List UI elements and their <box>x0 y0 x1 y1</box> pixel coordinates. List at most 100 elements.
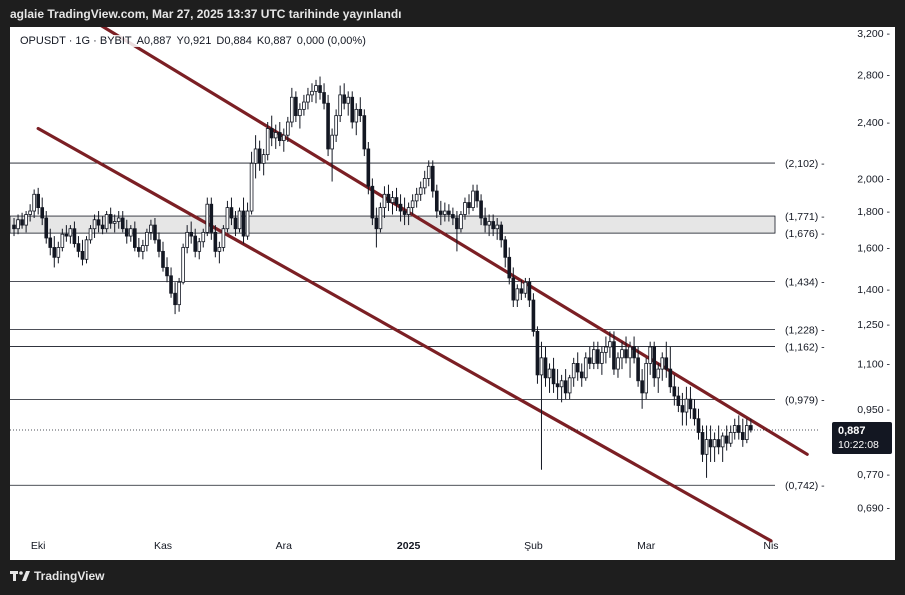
candle <box>587 346 592 370</box>
candle <box>700 425 705 462</box>
candle-body <box>660 357 665 370</box>
candle <box>531 293 536 337</box>
candle <box>688 386 693 419</box>
legend-close: K0,887 <box>256 35 292 47</box>
candle-body <box>571 363 576 379</box>
candle <box>563 369 568 400</box>
candle <box>128 225 133 242</box>
candle <box>402 197 407 226</box>
chart-area[interactable]: (1,771) - (1,676) - (2,102) - (1,434) - (1,… <box>10 27 895 560</box>
candle <box>153 217 157 244</box>
candle-body <box>374 217 379 230</box>
candle-body <box>100 224 105 230</box>
candle <box>374 207 379 248</box>
candle <box>330 128 334 182</box>
price-chart[interactable]: (1,771) - (1,676) - (2,102) - (1,434) - (1,… <box>10 27 895 560</box>
candle-body <box>443 210 447 215</box>
candle <box>120 211 125 233</box>
candle <box>571 357 576 387</box>
candle-body <box>346 96 351 104</box>
candle <box>732 418 737 440</box>
candle-body <box>700 432 705 455</box>
candle <box>257 140 262 171</box>
candle-body <box>632 346 636 359</box>
candle-body <box>108 214 113 224</box>
price-tag-countdown: 10:22:08 <box>838 439 879 451</box>
candle-body <box>583 357 588 379</box>
candle <box>116 211 121 229</box>
candle <box>124 219 129 244</box>
candle-body <box>233 217 238 230</box>
candle <box>664 341 669 378</box>
candle-body <box>133 228 137 248</box>
candle <box>579 363 584 387</box>
candle-body <box>451 214 455 219</box>
candle <box>314 79 318 104</box>
candle-body <box>559 380 564 388</box>
candle <box>704 425 709 478</box>
candle-body <box>281 134 286 142</box>
candle <box>88 225 93 244</box>
candle <box>745 418 749 444</box>
candle <box>527 277 532 308</box>
candle-body <box>72 228 77 245</box>
candle <box>434 184 439 218</box>
candle <box>84 236 89 264</box>
candle-body <box>600 351 604 364</box>
candle <box>555 369 560 400</box>
candle <box>229 197 234 226</box>
candle <box>306 87 310 110</box>
candle <box>237 207 242 233</box>
candle <box>157 232 161 258</box>
price-tag: 0,887 10:22:08 <box>832 422 892 455</box>
candle <box>459 211 463 233</box>
candle-body <box>354 108 359 123</box>
candle <box>467 194 471 215</box>
candle-body <box>434 190 439 212</box>
candle-body <box>60 233 65 248</box>
candle-body <box>463 202 467 215</box>
candle-body <box>688 398 693 410</box>
candle-body <box>52 247 57 258</box>
candle-body <box>720 435 725 448</box>
candle <box>720 432 725 462</box>
candle-body <box>422 178 427 189</box>
candle <box>696 408 701 440</box>
candle <box>624 336 628 364</box>
candle-body <box>503 239 508 258</box>
candle <box>197 237 202 260</box>
candle-body <box>551 368 556 385</box>
candle-body <box>112 221 117 224</box>
candle <box>418 181 423 201</box>
candle <box>483 207 487 233</box>
channel-lower-line <box>36 126 773 543</box>
candle <box>269 115 274 147</box>
candle <box>451 207 455 226</box>
candle <box>724 425 729 451</box>
candle <box>265 122 270 161</box>
candle <box>362 109 367 157</box>
candle-body <box>221 228 226 248</box>
candle <box>620 341 624 370</box>
candle <box>233 211 238 237</box>
candle-body <box>724 435 729 444</box>
x-tick-label: Ara <box>276 540 293 552</box>
candle-body <box>318 85 322 93</box>
y-tick-label: 2,000 - <box>857 173 890 185</box>
x-tick-label: Kas <box>154 540 172 552</box>
candle-body <box>652 346 657 379</box>
candle-body <box>716 439 721 448</box>
candle-body <box>358 108 363 117</box>
candle-body <box>370 185 375 219</box>
legend-symbol[interactable]: OPUSDT · 1G · BYBIT <box>20 35 132 47</box>
candle-body <box>410 200 415 209</box>
level-label: (1,162) - <box>785 341 825 353</box>
candle-body <box>567 377 572 394</box>
candle <box>644 357 648 400</box>
candle-body <box>253 148 258 164</box>
candle <box>193 228 198 258</box>
candle <box>358 97 363 123</box>
candle-body <box>189 231 193 237</box>
candle <box>523 277 528 298</box>
candle <box>499 221 504 248</box>
